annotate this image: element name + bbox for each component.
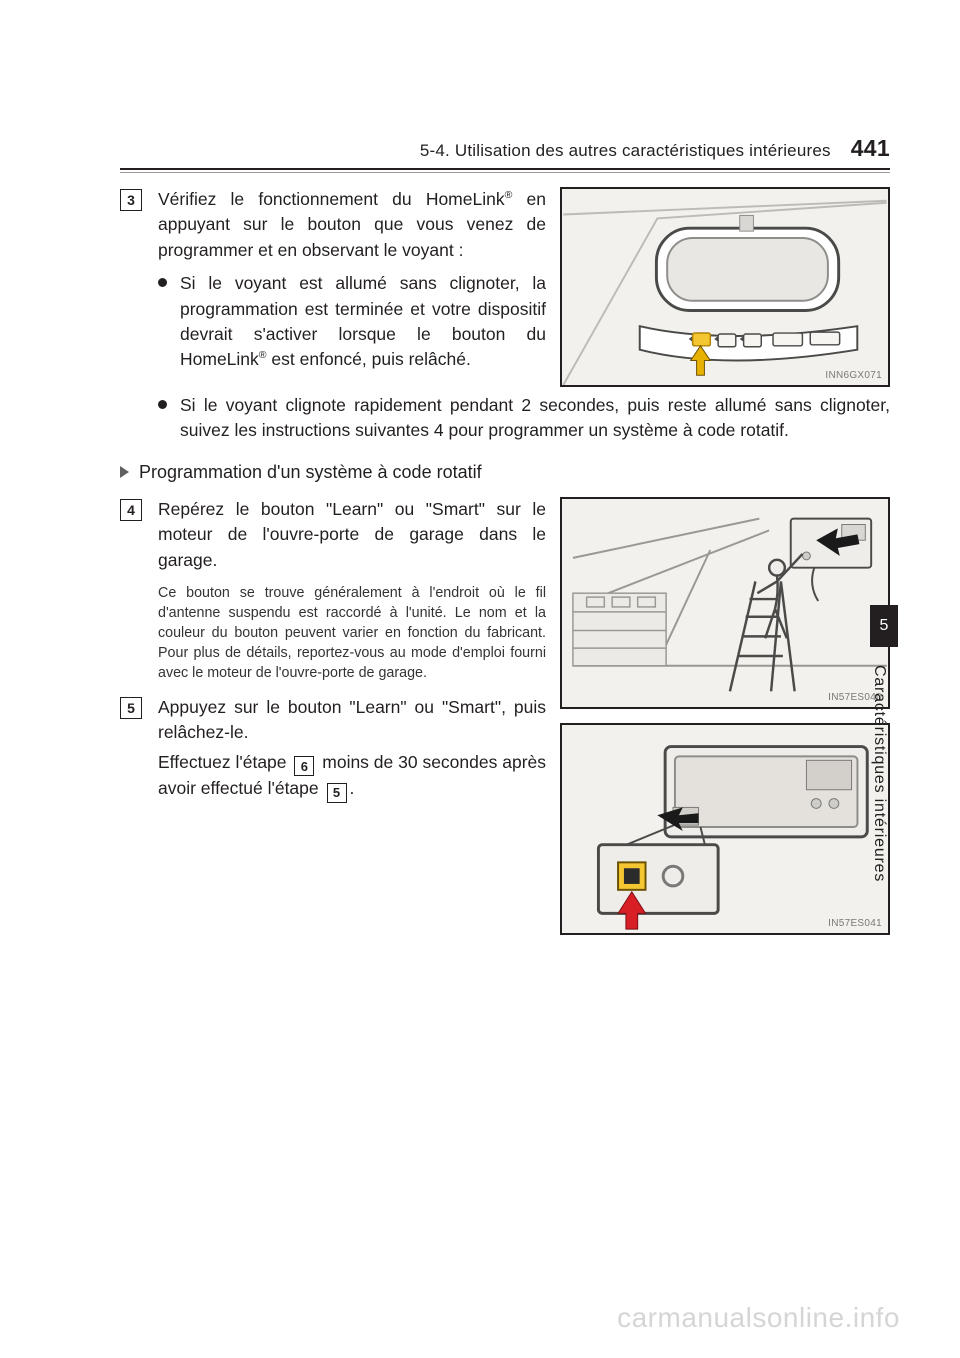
step-5-line2c: . [350,778,355,798]
subheading-rolling-code: Programmation d'un système à code rotati… [120,462,890,483]
watermark: carmanualsonline.info [617,1302,900,1334]
step-3-bullet-2: Si le voyant clignote rapidement pendant… [158,393,890,444]
bullet-dot-icon [158,400,167,409]
step-5-line2a: Effectuez l'étape [158,752,291,772]
step-number-badge: 5 [120,697,142,719]
figure-garage: IN57ES040 [560,497,890,709]
step-4-note: Ce bouton se trouve généralement à l'end… [158,583,546,683]
step-3-intro-a: Vérifiez le fonctionnement du HomeLink [158,189,505,209]
subheading-text: Programmation d'un système à code rotati… [139,462,482,483]
step-3-text: Vérifiez le fonctionnement du HomeLink® … [158,187,546,263]
step-5-line1: Appuyez sur le bouton "Learn" ou "Smart"… [158,695,546,746]
bullet-dot-icon [158,278,167,287]
step-3-bullet-1: Si le voyant est allumé sans clignoter, … [158,271,546,373]
step-4: 4 Repérez le bouton "Learn" ou "Smart" s… [120,497,546,683]
step-number-badge: 3 [120,189,142,211]
step-3: 3 Vérifiez le fonctionnement du HomeLink… [120,187,546,373]
figure-mirror-svg [562,189,888,385]
step-5-line2: Effectuez l'étape 6 moins de 30 secondes… [158,750,546,803]
step-5: 5 Appuyez sur le bouton "Learn" ou "Smar… [120,695,546,803]
chapter-number-box: 5 [870,605,898,647]
chapter-side-tab: 5 Caractéristiques intérieures [870,605,898,882]
page-header: 5-4. Utilisation des autres caractéristi… [120,135,890,162]
figure-mirror: INN6GX071 [560,187,890,387]
header-rules [120,168,890,173]
step-3-row: 3 Vérifiez le fonctionnement du HomeLink… [120,187,890,387]
figure-motor-closeup: IN57ES041 [560,723,890,935]
bullet2-b: pour programmer un système à code rotati… [444,420,789,440]
page: 5-4. Utilisation des autres caractéristi… [0,0,960,1358]
triangle-bullet-icon [120,466,129,478]
inline-step-ref: 4 [434,420,444,440]
steps-4-5-row: 4 Repérez le bouton "Learn" ou "Smart" s… [120,497,890,935]
figure-caption: INN6GX071 [825,370,882,381]
registered-icon: ® [259,349,267,361]
inline-step-ref: 5 [327,783,347,803]
section-title: 5-4. Utilisation des autres caractéristi… [420,141,831,161]
step-number-badge: 4 [120,499,142,521]
figure-motor-closeup-svg [562,725,888,933]
bullet1-b: est enfoncé, puis relâché. [267,349,471,369]
step-4-text: Repérez le bouton "Learn" ou "Smart" sur… [158,497,546,573]
page-number: 441 [851,135,890,162]
figure-caption: IN57ES041 [828,918,882,929]
figure-garage-svg [562,499,888,707]
inline-step-ref: 6 [294,756,314,776]
chapter-label-vertical: Caractéristiques intérieures [870,665,888,882]
